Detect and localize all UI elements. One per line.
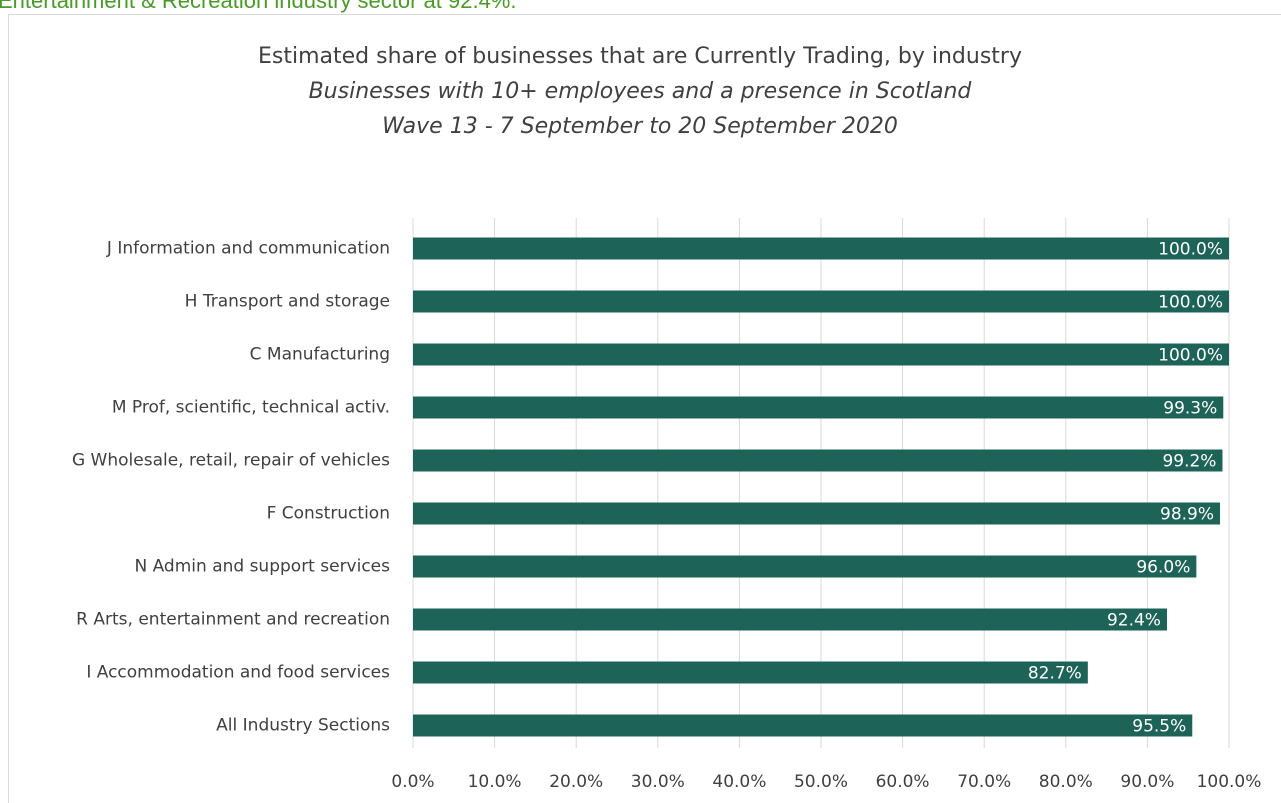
x-tick-label: 0.0% xyxy=(391,772,434,792)
y-tick-label: F Construction xyxy=(267,504,390,524)
chart-subtitle: Businesses with 10+ employees and a pres… xyxy=(309,79,973,104)
chart-title: Estimated share of businesses that are C… xyxy=(258,44,1022,69)
x-tick-label: 10.0% xyxy=(468,772,522,792)
caption: Entertainment & Recreation industry sect… xyxy=(0,0,516,13)
bar xyxy=(413,555,1197,578)
y-tick-label: I Accommodation and food services xyxy=(86,663,390,683)
x-tick-label: 30.0% xyxy=(631,772,685,792)
x-tick-label: 20.0% xyxy=(549,772,603,792)
bar xyxy=(413,290,1229,313)
y-tick-label: M Prof, scientific, technical activ. xyxy=(112,398,390,418)
y-tick-label: G Wholesale, retail, repair of vehicles xyxy=(72,451,390,471)
value-label: 99.3% xyxy=(1163,399,1217,419)
y-tick-label: C Manufacturing xyxy=(250,345,390,365)
value-label: 100.0% xyxy=(1158,346,1223,366)
bar xyxy=(413,449,1223,472)
x-tick-label: 50.0% xyxy=(794,772,848,792)
value-label: 82.7% xyxy=(1028,664,1082,684)
x-tick-label: 40.0% xyxy=(712,772,766,792)
bar xyxy=(413,608,1167,631)
value-label: 96.0% xyxy=(1136,558,1190,578)
value-label: 98.9% xyxy=(1160,505,1214,525)
y-tick-label: R Arts, entertainment and recreation xyxy=(76,610,390,630)
x-tick-label: 80.0% xyxy=(1039,772,1093,792)
y-tick-label: H Transport and storage xyxy=(185,292,390,312)
y-tick-label: N Admin and support services xyxy=(134,557,390,577)
bar xyxy=(413,396,1224,419)
value-label: 99.2% xyxy=(1162,452,1216,472)
value-label: 95.5% xyxy=(1132,717,1186,737)
bar xyxy=(413,714,1193,737)
x-tick-label: 100.0% xyxy=(1197,772,1262,792)
bar xyxy=(413,502,1221,525)
chart-border xyxy=(8,14,1281,803)
bar xyxy=(413,343,1229,366)
x-tick-label: 70.0% xyxy=(957,772,1011,792)
x-tick-label: 90.0% xyxy=(1120,772,1174,792)
value-label: 92.4% xyxy=(1107,611,1161,631)
y-tick-label: J Information and communication xyxy=(106,239,390,259)
bar xyxy=(413,661,1088,684)
value-label: 100.0% xyxy=(1158,293,1223,313)
bar xyxy=(413,237,1229,260)
chart-subtitle: Wave 13 - 7 September to 20 September 20… xyxy=(382,114,898,139)
x-tick-label: 60.0% xyxy=(876,772,930,792)
value-label: 100.0% xyxy=(1158,240,1223,260)
y-tick-label: All Industry Sections xyxy=(216,716,390,736)
